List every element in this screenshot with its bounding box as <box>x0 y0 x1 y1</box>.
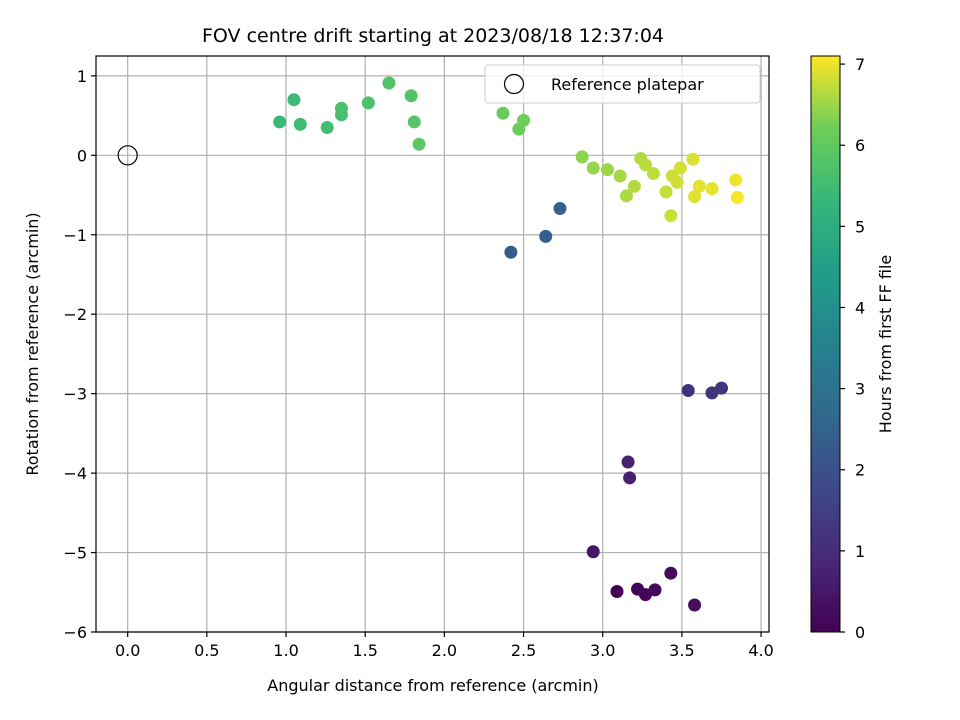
colorbar-label: Hours from first FF file <box>876 255 895 434</box>
data-point-20 <box>334 101 348 115</box>
data-point-22 <box>382 76 396 90</box>
y-tick-label: 0 <box>77 146 87 165</box>
data-point-42 <box>673 161 687 175</box>
data-point-6 <box>586 545 600 559</box>
legend: Reference platepar <box>484 64 761 104</box>
data-point-44 <box>688 190 702 204</box>
data-point-38 <box>659 185 673 199</box>
data-point-24 <box>407 115 421 129</box>
data-point-16 <box>287 93 301 107</box>
data-point-11 <box>714 381 728 395</box>
colorbar-tick-label: 1 <box>855 542 865 561</box>
colorbar-tick-label: 3 <box>855 380 865 399</box>
colorbar-gradient <box>810 55 841 633</box>
data-point-14 <box>553 202 567 216</box>
data-point-5 <box>688 598 702 612</box>
colorbar-ticks: 0 1 2 3 4 5 6 7 <box>840 55 865 642</box>
x-tick-label: 2.0 <box>432 641 457 660</box>
x-tick-label: 3.0 <box>590 641 615 660</box>
legend-entry-reference-platepar: Reference platepar <box>551 75 704 94</box>
data-point-17 <box>293 117 307 131</box>
x-tick-label: 1.0 <box>273 641 298 660</box>
y-axis-ticks: 1 0 −1 −2 −3 −4 −5 −6 <box>63 67 96 642</box>
data-point-32 <box>613 169 627 183</box>
x-tick-label: 4.0 <box>748 641 773 660</box>
data-point-46 <box>705 182 719 196</box>
colorbar-tick-label: 4 <box>855 298 865 317</box>
y-tick-label: 1 <box>77 67 87 86</box>
y-axis-label: Rotation from reference (arcmin) <box>23 212 42 475</box>
data-point-37 <box>646 167 660 181</box>
reference-platepar-marker <box>117 145 138 166</box>
colorbar-tick-label: 2 <box>855 461 865 480</box>
x-axis-ticks: 0.0 0.5 1.0 1.5 2.0 2.5 3.0 3.5 4.0 <box>115 632 774 660</box>
data-points <box>117 76 744 612</box>
y-tick-label: −3 <box>63 385 87 404</box>
data-point-30 <box>586 161 600 175</box>
x-tick-label: 3.5 <box>669 641 694 660</box>
data-point-8 <box>623 471 637 485</box>
data-point-25 <box>412 137 426 151</box>
plot-frame <box>95 55 770 633</box>
colorbar-tick-label: 5 <box>855 217 865 236</box>
data-point-48 <box>730 190 744 204</box>
data-point-34 <box>627 179 641 193</box>
data-point-26 <box>496 106 510 120</box>
data-point-33 <box>619 189 633 203</box>
data-point-28 <box>517 113 531 127</box>
colorbar-tick-label: 0 <box>855 623 865 642</box>
y-tick-label: −5 <box>63 544 87 563</box>
data-point-23 <box>404 89 418 103</box>
legend-marker <box>503 73 525 95</box>
x-tick-label: 1.5 <box>352 641 377 660</box>
data-point-12 <box>504 245 518 259</box>
data-point-36 <box>638 158 652 172</box>
x-axis-label: Angular distance from reference (arcmin) <box>267 676 598 695</box>
data-point-29 <box>575 150 589 164</box>
x-tick-label: 2.5 <box>511 641 536 660</box>
data-point-4 <box>664 566 678 580</box>
data-point-3 <box>648 583 662 597</box>
data-point-18 <box>320 121 334 135</box>
y-tick-label: −4 <box>63 464 87 483</box>
grid-lines <box>96 56 769 633</box>
data-point-43 <box>686 152 700 166</box>
data-point-0 <box>610 584 624 598</box>
data-point-9 <box>681 383 695 397</box>
data-point-31 <box>600 163 614 177</box>
data-point-7 <box>621 455 635 469</box>
data-point-45 <box>692 179 706 193</box>
y-tick-label: −6 <box>63 623 87 642</box>
x-tick-label: 0.5 <box>194 641 219 660</box>
data-point-13 <box>539 229 553 243</box>
data-point-41 <box>670 175 684 189</box>
x-tick-label: 0.0 <box>115 641 140 660</box>
data-point-21 <box>361 96 375 110</box>
data-point-39 <box>664 209 678 223</box>
y-tick-label: −2 <box>63 305 87 324</box>
data-point-15 <box>273 115 287 129</box>
chart-title: FOV centre drift starting at 2023/08/18 … <box>202 25 664 47</box>
y-tick-label: −1 <box>63 226 87 245</box>
data-point-47 <box>729 173 743 187</box>
colorbar: 0 1 2 3 4 5 6 7 Hours from first FF file <box>810 55 895 642</box>
legend-box <box>484 64 761 104</box>
colorbar-tick-label: 6 <box>855 136 865 155</box>
colorbar-tick-label: 7 <box>855 55 865 74</box>
